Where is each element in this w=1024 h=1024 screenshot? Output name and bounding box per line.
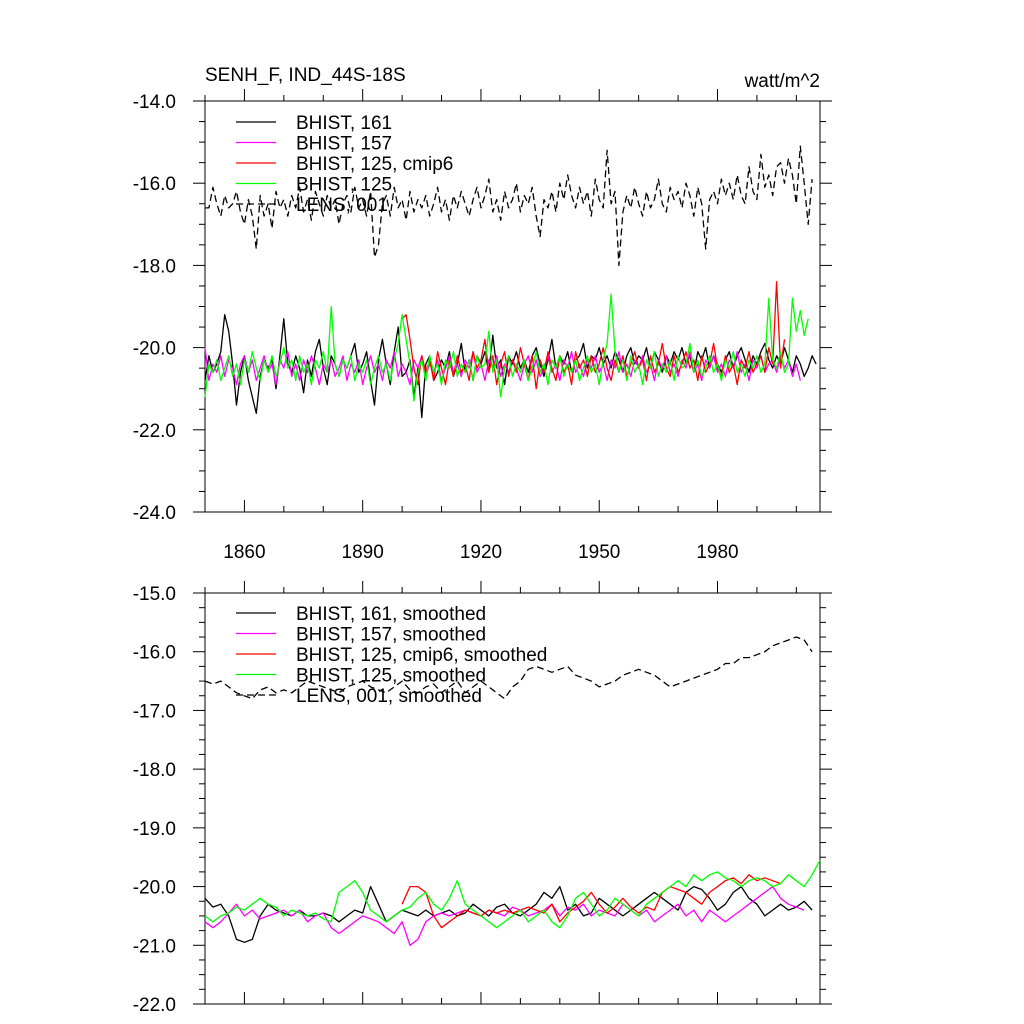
y-tick-label: -21.0 <box>133 936 176 957</box>
top-panel: -14.0 -16.0 -18.0 -20.0 -22.0 -24.0 1860 1890 19… <box>133 65 832 563</box>
y-tick-label: -19.0 <box>133 819 176 840</box>
legend-label: BHIST, 125, cmip6 <box>296 154 453 175</box>
legend-label: BHIST, 161, smoothed <box>296 604 486 625</box>
series-line-3 <box>204 293 809 402</box>
y-tick-label: -18.0 <box>133 256 176 277</box>
y-tick-label: -18.0 <box>133 760 176 781</box>
legend-label: BHIST, 125, cmip6, smoothed <box>296 645 547 666</box>
legend-label: LENS, 001, smoothed <box>296 686 482 707</box>
y-tick-label: -17.0 <box>133 701 176 722</box>
legend-label: BHIST, 125, smoothed <box>296 666 486 687</box>
legend-label: BHIST, 161 <box>296 113 392 134</box>
legend-label: BHIST, 157 <box>296 134 392 155</box>
y-tick-label: -22.0 <box>133 995 176 1016</box>
x-tick-label: 1920 <box>460 542 502 563</box>
series-line-4 <box>204 636 813 700</box>
x-tick-label: 1980 <box>696 542 738 563</box>
units-label: watt/m^2 <box>744 71 820 92</box>
series-line-1 <box>204 885 805 946</box>
y-tick-label: -24.0 <box>133 503 176 524</box>
x-tick-label: 1890 <box>342 542 384 563</box>
series-line-2 <box>401 874 781 929</box>
chart-title: SENH_F, IND_44S-18S <box>205 65 406 86</box>
series-line-4 <box>205 145 813 267</box>
y-tick-label: -22.0 <box>133 421 176 442</box>
y-tick-label: -16.0 <box>133 174 176 195</box>
legend-label: BHIST, 157, smoothed <box>296 625 486 646</box>
x-tick-label: 1950 <box>578 542 620 563</box>
bottom-panel: -15.0 -16.0 -17.0 -18.0 -19.0 -20.0 -21.0 -22.0… <box>133 581 832 1016</box>
y-tick-label: -15.0 <box>133 584 176 605</box>
series-line-0 <box>204 885 813 943</box>
series-line-3 <box>204 859 821 929</box>
legend-label: LENS, 001 <box>296 195 388 216</box>
series-line-1 <box>204 347 801 386</box>
y-tick-label: -16.0 <box>133 643 176 664</box>
y-tick-label: -14.0 <box>133 92 176 113</box>
y-tick-label: -20.0 <box>133 339 176 360</box>
y-tick-label: -20.0 <box>133 878 176 899</box>
legend-label: BHIST, 125 <box>296 175 392 196</box>
x-tick-label: 1860 <box>223 542 265 563</box>
